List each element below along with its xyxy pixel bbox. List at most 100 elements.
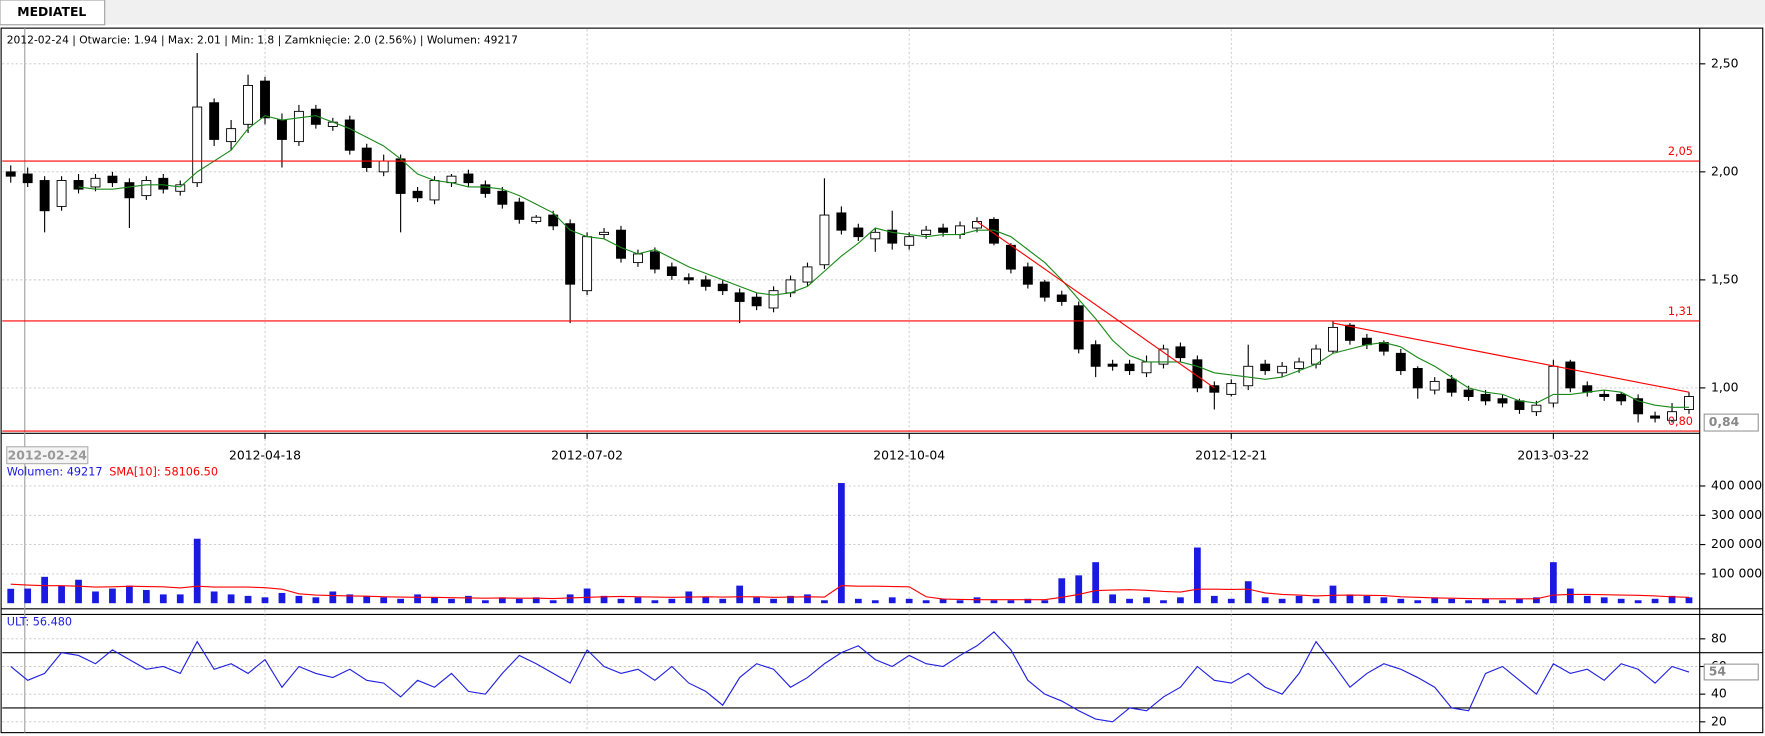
candle-body <box>1005 244 1016 270</box>
volume-bar <box>363 595 371 604</box>
volume-bar <box>1092 562 1100 604</box>
volume-bar <box>7 588 15 604</box>
volume-bar <box>448 598 455 604</box>
volume-bar <box>1431 597 1439 604</box>
volume-bar <box>41 576 49 604</box>
candle-body <box>277 119 287 140</box>
trend-line <box>1332 322 1690 393</box>
volume-bar <box>821 600 828 604</box>
candle-body <box>192 106 203 184</box>
volume-bar <box>431 597 438 604</box>
volume-bar <box>75 579 82 604</box>
volume-bar <box>787 595 794 604</box>
candle-body <box>1463 389 1474 397</box>
candle-body <box>819 214 830 266</box>
candle-body <box>412 190 423 199</box>
volume-bar <box>92 591 99 604</box>
volume-bar <box>1448 598 1456 604</box>
volume-bar <box>1312 598 1320 604</box>
candle-body <box>1022 266 1033 285</box>
volume-bar <box>922 600 930 604</box>
volume-bar <box>227 594 235 604</box>
volume-bar <box>1261 597 1269 604</box>
candle-body <box>1650 415 1661 419</box>
volume-bar <box>600 595 608 604</box>
volume-bar <box>838 483 845 604</box>
volume-bar <box>1533 597 1540 604</box>
sma-line <box>10 583 1690 601</box>
y-tick-label: 80 <box>1711 631 1727 645</box>
y-tick-label: 2,00 <box>1711 164 1739 178</box>
volume-bar <box>1583 595 1591 604</box>
value-box <box>1703 413 1759 432</box>
volume-bar <box>956 600 964 604</box>
candle-body <box>616 229 626 259</box>
candle-body <box>56 180 67 207</box>
x-tick-label: 2012-07-02 <box>551 448 623 462</box>
candle-body <box>683 277 694 281</box>
volume-bar <box>278 592 286 604</box>
volume-bar <box>1295 595 1303 604</box>
volume-bar <box>58 585 65 604</box>
candle-body <box>39 180 50 212</box>
candle-body <box>1277 365 1288 374</box>
candle-body <box>260 80 270 119</box>
volume-bar <box>261 597 269 604</box>
volume-bar <box>1397 598 1405 604</box>
candle-body <box>497 190 508 205</box>
candle-body <box>921 229 932 235</box>
volume-bar <box>414 594 421 604</box>
candle-body <box>124 182 135 199</box>
y-tick-label: 1,50 <box>1711 272 1739 286</box>
level-label: 1,31 <box>1668 305 1693 318</box>
info-text: 2012-02-24 | Otwarcie: 1.94 | Max: 2.01 … <box>7 34 518 47</box>
candle-body <box>463 173 474 184</box>
tab[interactable] <box>0 0 106 26</box>
candle-body <box>1294 361 1305 369</box>
candle-body <box>700 279 711 287</box>
volume-bar <box>346 594 354 604</box>
candle-body <box>1243 365 1254 387</box>
candle-body <box>938 227 949 233</box>
x-tick-label: 2013-03-22 <box>1517 448 1589 462</box>
candle-body <box>73 180 84 190</box>
volume-bar <box>176 594 184 604</box>
legend-entry: ULT: 56.480 <box>7 615 72 628</box>
volume-bar <box>1075 575 1083 604</box>
volume-bar <box>1244 581 1252 604</box>
legend-entry: Wolumen: 49217 <box>7 466 103 479</box>
moving-average-line <box>78 115 1689 408</box>
volume-bar <box>634 597 642 604</box>
candle-body <box>751 296 762 307</box>
candle-body <box>1090 344 1101 367</box>
volume-bar <box>482 600 489 604</box>
volume-bar <box>736 585 744 604</box>
volume-bar <box>1109 594 1116 604</box>
volume-bar <box>770 598 777 604</box>
volume-bar <box>854 598 862 604</box>
candle-body <box>870 231 881 240</box>
volume-bar <box>312 597 320 604</box>
volume-bar <box>617 598 625 604</box>
volume-bar <box>1482 598 1489 604</box>
candle-body <box>1480 393 1491 402</box>
level-label: 0,80 <box>1668 415 1693 428</box>
cursor-box <box>6 446 89 465</box>
ult-line <box>10 631 1690 723</box>
volume-bar <box>990 600 998 604</box>
volume-bar <box>1516 598 1523 604</box>
volume-bar <box>753 597 760 604</box>
volume-bar <box>871 600 879 604</box>
candle-body <box>1039 281 1050 298</box>
y-tick-label: 40 <box>1711 687 1727 701</box>
candle-body <box>22 173 33 184</box>
volume-bar <box>668 598 676 604</box>
candle-body <box>785 279 796 294</box>
candle-body <box>429 180 440 201</box>
tab-label[interactable]: MEDIATEL <box>17 5 86 19</box>
candle-body <box>1395 352 1406 372</box>
candle-body <box>209 102 220 140</box>
candle-body <box>904 236 915 246</box>
candle-body <box>1226 383 1237 395</box>
x-tick-label: 2012-04-18 <box>229 448 301 462</box>
